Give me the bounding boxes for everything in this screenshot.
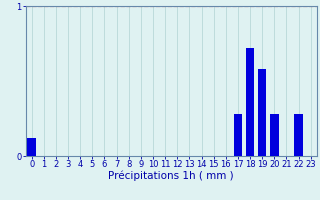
Bar bbox=[234, 114, 242, 156]
Bar bbox=[258, 69, 267, 156]
Bar bbox=[28, 138, 36, 156]
Bar bbox=[270, 114, 279, 156]
Bar bbox=[294, 114, 303, 156]
X-axis label: Précipitations 1h ( mm ): Précipitations 1h ( mm ) bbox=[108, 171, 234, 181]
Bar bbox=[246, 48, 254, 156]
